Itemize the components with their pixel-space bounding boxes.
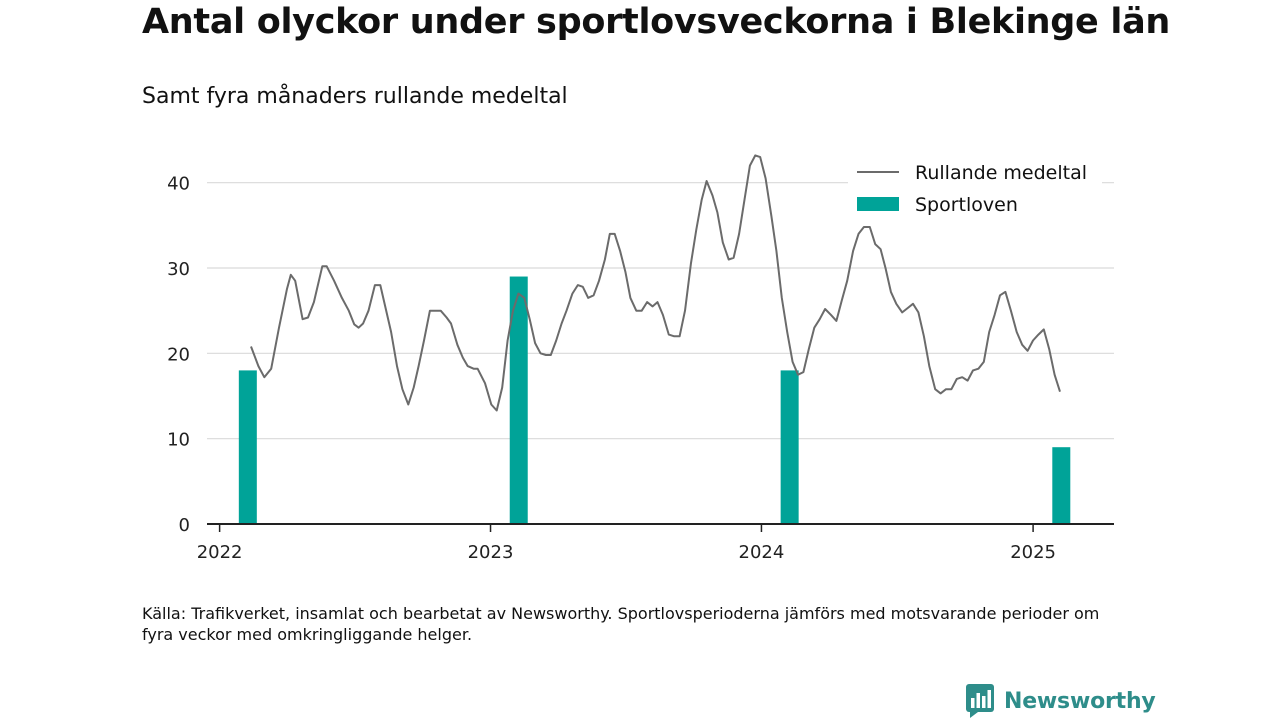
y-tick-label: 10 bbox=[167, 430, 190, 451]
x-tick-label: 2022 bbox=[197, 542, 243, 563]
legend-swatch-bar bbox=[857, 197, 899, 211]
bar bbox=[238, 370, 257, 524]
y-tick-label: 20 bbox=[167, 344, 190, 365]
newsworthy-logo-icon bbox=[966, 684, 994, 718]
bar bbox=[1052, 447, 1071, 524]
chart-subtitle: Samt fyra månaders rullande medeltal bbox=[142, 84, 568, 109]
legend-label: Rullande medeltal bbox=[915, 162, 1087, 184]
source-note: Källa: Trafikverket, insamlat och bearbe… bbox=[142, 604, 1100, 644]
y-axis-labels: 0 10 20 30 40 bbox=[167, 174, 190, 536]
bar-series bbox=[238, 276, 1071, 524]
line-series bbox=[250, 154, 1061, 412]
brand[interactable]: Newsworthy bbox=[966, 684, 1156, 718]
x-tick-label: 2023 bbox=[468, 542, 514, 563]
bar bbox=[509, 276, 528, 524]
legend-label: Sportloven bbox=[915, 194, 1018, 216]
bar bbox=[780, 370, 799, 524]
x-tick-label: 2025 bbox=[1010, 542, 1056, 563]
x-tick-label: 2024 bbox=[739, 542, 785, 563]
y-tick-label: 0 bbox=[179, 515, 190, 536]
chart-title: Antal olyckor under sportlovsveckorna i … bbox=[142, 2, 1171, 42]
x-axis: 2022 2023 2024 2025 bbox=[197, 523, 1114, 563]
y-tick-label: 40 bbox=[167, 174, 190, 195]
y-tick-label: 30 bbox=[167, 259, 190, 280]
brand-name: Newsworthy bbox=[1004, 688, 1156, 714]
rolling-mean-line bbox=[250, 154, 1061, 412]
chart: 0 10 20 30 40 2022 2023 2024 2025 Rullande mede… bbox=[167, 154, 1114, 563]
legend: Rullande medeltal Sportloven bbox=[848, 155, 1102, 217]
